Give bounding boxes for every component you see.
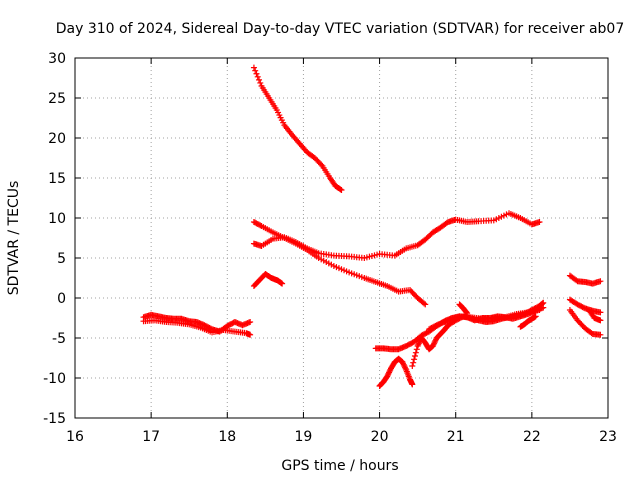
- y-tick-label: 20: [48, 131, 66, 147]
- data-series: [250, 219, 429, 308]
- data-point-marker: [410, 359, 417, 366]
- data-point-marker: [415, 340, 422, 347]
- data-point-marker: [429, 343, 436, 349]
- data-series: [250, 64, 345, 193]
- data-point-marker: [415, 341, 422, 348]
- data-series: [376, 355, 416, 389]
- data-point-marker: [597, 278, 604, 285]
- data-point-marker: [422, 301, 429, 308]
- data-point-marker: [532, 313, 539, 320]
- y-tick-label: -10: [43, 371, 66, 387]
- data-point-marker: [411, 353, 418, 359]
- data-series: [566, 272, 604, 287]
- y-tick-label: 10: [48, 211, 66, 227]
- data-point-marker: [385, 370, 392, 377]
- data-point-marker: [337, 186, 344, 193]
- data-point-marker: [400, 360, 407, 367]
- axis-ticks: 16 17 18 19 20 21 22 23 -15 -10 -5 0 5 10 15 20 25 30: [43, 51, 617, 445]
- data-point-marker: [597, 309, 604, 316]
- data-point-marker: [318, 161, 325, 168]
- data-point-marker: [411, 356, 418, 363]
- data-point-marker: [254, 73, 261, 80]
- data-point-marker: [597, 317, 604, 324]
- data-series: [566, 307, 604, 338]
- data-points: [140, 64, 604, 389]
- data-point-marker: [253, 70, 260, 77]
- x-tick-label: 19: [295, 429, 313, 445]
- data-point-marker: [412, 349, 419, 356]
- chart-title: Day 310 of 2024, Sidereal Day-to-day VTE…: [56, 21, 625, 37]
- x-tick-label: 20: [371, 429, 389, 445]
- y-tick-label: 25: [48, 91, 66, 107]
- data-point-marker: [414, 343, 421, 349]
- data-point-marker: [257, 79, 264, 86]
- data-point-marker: [247, 319, 254, 325]
- data-point-marker: [597, 331, 604, 338]
- data-point-marker: [413, 346, 420, 353]
- data-point-marker: [431, 339, 438, 345]
- data-point-marker: [432, 337, 439, 344]
- data-series: [250, 271, 286, 289]
- data-series: [585, 307, 604, 324]
- data-point-marker: [247, 331, 254, 338]
- data-point-marker: [252, 67, 259, 74]
- data-point-marker: [256, 76, 263, 83]
- x-axis-label: GPS time / hours: [281, 458, 398, 474]
- x-tick-label: 21: [447, 429, 465, 445]
- data-point-marker: [250, 64, 257, 71]
- data-point-marker: [386, 368, 393, 375]
- x-tick-label: 23: [599, 429, 617, 445]
- data-point-marker: [536, 219, 543, 225]
- data-series: [250, 210, 543, 261]
- grid: [75, 58, 608, 418]
- data-point-marker: [463, 309, 470, 316]
- data-point-marker: [402, 365, 409, 372]
- x-tick-label: 22: [523, 429, 541, 445]
- data-series: [517, 313, 539, 330]
- x-tick-label: 17: [142, 429, 160, 445]
- data-series: [426, 304, 547, 333]
- data-series: [140, 317, 254, 338]
- x-tick-label: 16: [66, 429, 84, 445]
- data-point-marker: [338, 187, 345, 193]
- data-point-marker: [401, 364, 408, 371]
- data-point-marker: [384, 372, 391, 379]
- y-tick-label: 0: [57, 291, 66, 307]
- data-point-marker: [430, 341, 437, 348]
- y-axis-label: SDTVAR / TECUs: [6, 181, 22, 296]
- data-point-marker: [416, 339, 423, 345]
- y-tick-label: -15: [43, 411, 66, 427]
- data-point-marker: [464, 310, 471, 317]
- data-point-marker: [386, 369, 393, 376]
- data-point-marker: [401, 363, 408, 369]
- plot-frame: [74, 57, 609, 419]
- data-point-marker: [431, 340, 438, 347]
- data-point-marker: [409, 363, 416, 369]
- data-point-marker: [540, 304, 547, 311]
- data-point-marker: [279, 280, 286, 287]
- y-tick-label: 5: [57, 251, 66, 267]
- y-tick-label: 30: [48, 51, 66, 67]
- data-point-marker: [409, 381, 416, 388]
- data-point-marker: [384, 373, 391, 380]
- data-series: [456, 301, 471, 317]
- x-tick-label: 18: [218, 429, 236, 445]
- data-point-marker: [399, 359, 406, 365]
- data-point-marker: [257, 222, 264, 229]
- y-tick-label: 15: [48, 171, 66, 187]
- y-tick-label: -5: [52, 331, 66, 347]
- data-series: [140, 311, 254, 335]
- data-point-marker: [420, 300, 427, 307]
- data-point-marker: [400, 361, 407, 368]
